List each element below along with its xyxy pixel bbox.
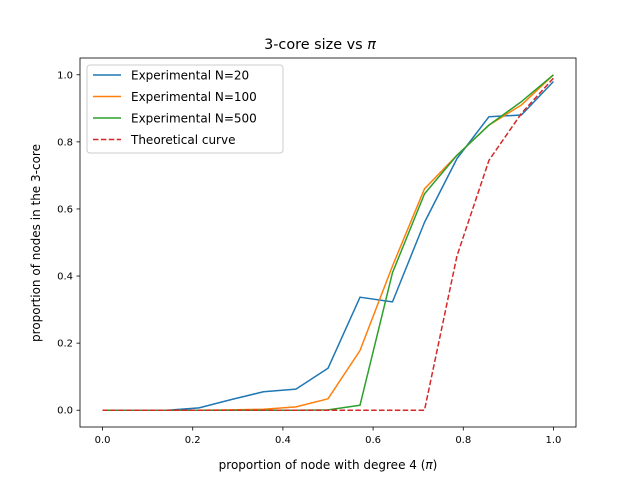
x-tick-label: 0.0 <box>95 435 111 446</box>
x-tick-label: 0.4 <box>275 435 291 446</box>
plot-area-frame <box>79 57 577 428</box>
y-tick-label: 0.8 <box>57 137 73 148</box>
legend-label-1: Experimental N=100 <box>131 90 257 104</box>
x-axis-label: proportion of node with degree 4 (π) <box>219 458 438 472</box>
x-tick-label: 0.8 <box>455 435 471 446</box>
x-tick-label: 0.6 <box>365 435 381 446</box>
y-tick-label: 0.4 <box>57 272 73 283</box>
legend-label-2: Experimental N=500 <box>131 112 257 126</box>
y-tick-label: 0.6 <box>57 204 73 215</box>
y-tick-label: 0.2 <box>57 339 73 350</box>
legend: Experimental N=20 Experimental N=100 Exper… <box>86 64 284 154</box>
x-axis-ticks: 0.0 0.2 0.4 0.6 0.8 1.0 <box>95 427 562 446</box>
series-line-3 <box>102 77 555 411</box>
y-axis-label: proportion of nodes in the 3-core <box>29 144 43 342</box>
plot-lines <box>102 74 555 411</box>
legend-label-0: Experimental N=20 <box>131 69 249 83</box>
y-tick-label: 1.0 <box>57 70 73 81</box>
legend-box <box>86 64 284 154</box>
y-axis-ticks: 0.0 0.2 0.4 0.6 0.8 1.0 <box>57 70 80 417</box>
legend-label-3: Theoretical curve <box>130 133 235 147</box>
x-tick-label: 0.2 <box>185 435 201 446</box>
y-tick-label: 0.0 <box>57 406 73 417</box>
x-tick-label: 1.0 <box>546 435 562 446</box>
series-line-0 <box>102 80 554 411</box>
chart-title: 3-core size vs π <box>264 37 376 53</box>
